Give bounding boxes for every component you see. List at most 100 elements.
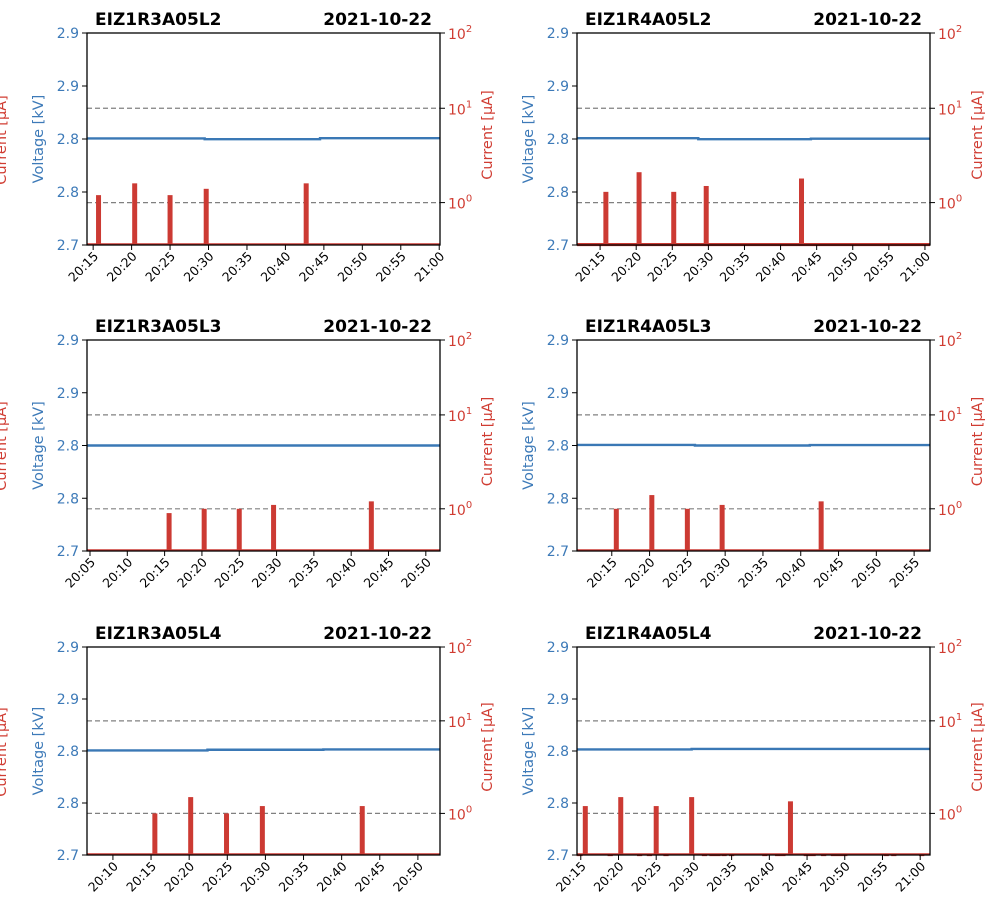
current-axis-label: Current [µA] (970, 90, 986, 180)
x-tick-label: 20:40 (323, 554, 359, 590)
x-tick-label: 20:20 (174, 554, 210, 590)
voltage-tick-label: 2.9 (547, 386, 569, 402)
x-tick-label: 20:45 (296, 249, 332, 285)
x-tick-label: 20:40 (314, 858, 350, 894)
x-tick-label: 20:45 (361, 555, 397, 591)
x-tick-label: 20:20 (608, 248, 644, 284)
x-tick-label: 20:30 (249, 554, 285, 590)
panel-eiz1r4a05l2: EIZ1R4A05L2 2021-10-22 2.7 2.8 2.8 2.9 2.9 Volt… (521, 10, 986, 285)
current-tick-label: 101 (938, 406, 962, 425)
current-spike (653, 806, 659, 855)
x-tick-label: 20:35 (735, 555, 771, 591)
current-spike (582, 806, 588, 855)
x-tick-label: 20:45 (811, 555, 847, 591)
voltage-axis-label: Voltage [kV] (31, 707, 47, 796)
current-tick-label: 100 (938, 194, 962, 213)
x-tick-label: 20:30 (237, 858, 273, 894)
voltage-tick-label: 2.9 (547, 333, 569, 349)
current-tick-label: 101 (448, 99, 472, 118)
voltage-tick-label: 2.9 (547, 692, 569, 708)
current-spike (303, 183, 309, 245)
voltage-axis-label: Voltage [kV] (521, 95, 537, 184)
voltage-tick-label: 2.9 (57, 333, 79, 349)
x-tick-label: 20:50 (390, 858, 426, 894)
current-tick-label: 100 (448, 804, 472, 823)
x-tick-label: 20:35 (704, 859, 740, 895)
voltage-line (87, 748, 440, 752)
current-tick-label: 101 (938, 712, 962, 731)
x-tick-label: 21:00 (897, 248, 933, 284)
current-spike (203, 188, 209, 245)
x-tick-label: 20:10 (99, 554, 135, 590)
voltage-axis-label: Voltage [kV] (521, 707, 537, 796)
x-tick-label: 20:20 (104, 248, 140, 284)
x-tick-label: 20:25 (142, 249, 178, 285)
voltage-tick-label: 2.8 (57, 185, 79, 201)
x-tick-label: 20:35 (276, 859, 312, 895)
voltage-tick-label: 2.8 (57, 744, 79, 760)
x-tick-label: 20:15 (572, 249, 608, 285)
current-axis-label: Current [µA] (970, 702, 986, 792)
current-tick-label: 100 (448, 500, 472, 519)
panel-eiz1r4a05l4: EIZ1R4A05L4 2021-10-22 2.7 2.8 2.8 2.9 2.9 Volt… (521, 624, 986, 895)
panel-date: 2021-10-22 (323, 10, 432, 30)
x-tick-label: 21:00 (892, 858, 928, 894)
current-tick-label: 100 (938, 500, 962, 519)
voltage-axis-label: Voltage [kV] (31, 401, 47, 490)
voltage-line (577, 443, 930, 447)
panel-eiz1r3a05l4: EIZ1R3A05L4 2021-10-22 2.7 2.8 2.8 2.9 2.9 Volt… (31, 624, 496, 895)
voltage-tick-label: 2.8 (57, 439, 79, 455)
clipped-left-current-label: Current [µA] (0, 95, 10, 185)
current-spike (636, 172, 642, 245)
x-tick-label: 20:15 (123, 859, 159, 895)
x-tick-label: 20:40 (773, 554, 809, 590)
panel-title: EIZ1R4A05L4 (585, 624, 712, 644)
panel-title: EIZ1R4A05L2 (585, 10, 712, 30)
voltage-tick-label: 2.7 (547, 238, 569, 254)
current-spike (649, 495, 655, 551)
current-spike (236, 508, 242, 551)
x-tick-label: 20:45 (789, 249, 825, 285)
x-tick-label: 20:15 (584, 555, 620, 591)
voltage-line (577, 747, 930, 751)
voltage-tick-label: 2.8 (547, 796, 569, 812)
x-tick-label: 20:20 (622, 554, 658, 590)
current-spike (618, 797, 624, 855)
panel-date: 2021-10-22 (323, 317, 432, 337)
current-axis-label: Current [µA] (480, 397, 496, 487)
x-tick-label: 20:50 (334, 248, 370, 284)
voltage-tick-label: 2.9 (547, 79, 569, 95)
current-axis-label: Current [µA] (480, 702, 496, 792)
panel-title: EIZ1R3A05L2 (95, 10, 222, 30)
current-spike (96, 195, 102, 245)
current-spike (132, 183, 138, 245)
x-tick-label: 21:00 (411, 248, 447, 284)
current-spike (201, 508, 207, 551)
panel-title: EIZ1R4A05L3 (585, 317, 712, 337)
x-tick-label: 20:25 (644, 249, 680, 285)
voltage-tick-label: 2.7 (57, 238, 79, 254)
panel-date: 2021-10-22 (813, 10, 922, 30)
x-tick-label: 20:55 (861, 249, 897, 285)
current-tick-label: 102 (448, 638, 472, 657)
x-tick-label: 20:40 (257, 248, 293, 284)
clipped-left-current-label: Current [µA] (0, 401, 10, 491)
voltage-axis-label: Voltage [kV] (31, 95, 47, 184)
voltage-tick-label: 2.9 (57, 640, 79, 656)
x-tick-label: 20:25 (199, 859, 235, 895)
current-tick-label: 102 (938, 638, 962, 657)
x-tick-label: 20:15 (137, 555, 173, 591)
clipped-left-current-label: Current [µA] (0, 707, 10, 797)
current-spike (359, 806, 365, 855)
current-tick-label: 101 (938, 99, 962, 118)
voltage-tick-label: 2.9 (57, 386, 79, 402)
x-tick-label: 20:50 (817, 858, 853, 894)
x-tick-label: 20:20 (161, 858, 197, 894)
current-spike (671, 191, 677, 245)
x-tick-label: 20:45 (352, 859, 388, 895)
x-tick-label: 20:30 (680, 248, 716, 284)
x-tick-label: 20:25 (628, 859, 664, 895)
voltage-tick-label: 2.8 (547, 185, 569, 201)
current-tick-label: 102 (938, 24, 962, 43)
